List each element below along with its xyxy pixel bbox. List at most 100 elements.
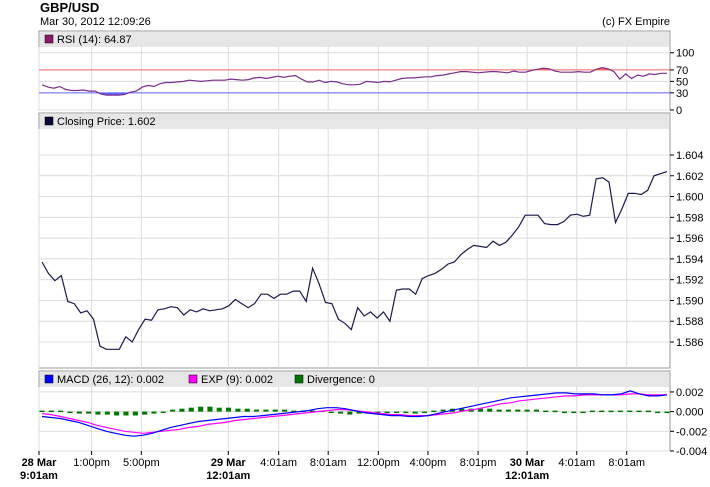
divergence-bar-11 (142, 411, 148, 415)
y-tick-label-p0-1: 70 (676, 65, 688, 77)
price-legend-text: Closing Price: 1.602 (57, 116, 155, 128)
divergence-bar-66 (655, 411, 661, 414)
y-tick-label-p1-0: 1.586 (676, 337, 704, 349)
x-tick-label-11-0: 8:01am (608, 457, 645, 469)
rsi-legend-swatch (44, 34, 54, 44)
macd-legend-1-text: EXP (9): 0.002 (201, 374, 273, 386)
divergence-bar-57 (571, 411, 577, 414)
divergence-bar-17 (198, 406, 204, 412)
divergence-bar-54 (543, 410, 549, 413)
divergence-bar-41 (421, 411, 427, 414)
divergence-bar-25 (272, 409, 278, 412)
divergence-bar-3 (67, 411, 73, 414)
x-tick-label-7-0: 4:00pm (410, 457, 447, 469)
y-tick-label-p1-6: 1.598 (676, 212, 704, 224)
price-legend-swatch (44, 116, 54, 126)
divergence-bar-29 (310, 410, 316, 413)
macd-legend-2-text: Divergence: 0 (307, 374, 375, 386)
y-tick-label-p2-2: -0.002 (676, 426, 707, 438)
y-tick-label-p1-8: 1.602 (676, 171, 704, 183)
divergence-bar-45 (459, 408, 465, 412)
divergence-bar-7 (104, 411, 110, 415)
x-tick-label-6-0: 12:00pm (357, 457, 400, 469)
chart-datetime: Mar 30, 2012 12:09:26 (40, 16, 151, 28)
divergence-bar-55 (552, 410, 558, 413)
panel-frame-1 (38, 112, 671, 369)
copyright-notice: (c) FX Empire (602, 16, 670, 28)
y-tick-label-p2-1: 0.000 (676, 407, 704, 419)
macd-legend-2-swatch (294, 374, 304, 384)
y-tick-label-p1-7: 1.600 (676, 192, 704, 204)
panel-header-0 (40, 32, 669, 47)
divergence-bar-43 (440, 409, 446, 412)
divergence-bar-38 (394, 411, 400, 414)
x-tick-label-9-1: 12:01am (505, 470, 549, 482)
macd-line (41, 390, 668, 437)
y-tick-label-p0-4: 0 (676, 105, 682, 117)
y-tick-label-p1-5: 1.596 (676, 233, 704, 245)
divergence-bar-52 (524, 409, 530, 412)
divergence-bar-58 (580, 411, 586, 414)
x-tick-label-1-0: 1:00pm (73, 457, 110, 469)
y-tick-label-p2-0: 0.002 (676, 387, 704, 399)
divergence-bar-24 (263, 409, 269, 412)
divergence-bar-9 (123, 411, 129, 416)
y-tick-label-p0-2: 50 (676, 76, 688, 88)
divergence-bar-61 (608, 410, 614, 413)
divergence-bar-67 (664, 411, 670, 414)
x-tick-label-0-1: 9:01am (20, 470, 58, 482)
divergence-bar-18 (207, 406, 213, 412)
x-tick-label-2-0: 5:00pm (123, 457, 160, 469)
divergence-bar-39 (403, 411, 409, 414)
y-tick-label-p1-3: 1.592 (676, 275, 704, 287)
divergence-bar-0 (39, 410, 45, 413)
divergence-bar-47 (477, 408, 483, 412)
divergence-bar-40 (412, 411, 418, 414)
divergence-bar-15 (179, 408, 185, 412)
divergence-bar-5 (86, 411, 92, 414)
divergence-bar-64 (636, 410, 642, 413)
x-tick-label-0-0: 28 Mar (22, 457, 58, 469)
divergence-bar-22 (244, 408, 250, 412)
x-tick-label-10-0: 4:01am (558, 457, 595, 469)
macd-legend-0-text: MACD (26, 12): 0.002 (57, 374, 164, 386)
divergence-bar-50 (505, 409, 511, 412)
divergence-bar-33 (347, 411, 353, 415)
divergence-bar-21 (235, 408, 241, 412)
rsi-legend-text: RSI (14): 64.87 (57, 34, 132, 46)
macd-legend-0-swatch (44, 374, 54, 384)
closing-price-line (41, 171, 668, 350)
chart-symbol-title: GBP/USD (40, 0, 100, 15)
divergence-bar-14 (170, 409, 176, 412)
divergence-bar-6 (95, 411, 101, 415)
y-tick-label-p1-2: 1.590 (676, 295, 704, 307)
divergence-bar-37 (384, 411, 390, 414)
y-tick-label-p0-3: 30 (676, 88, 688, 100)
x-tick-label-3-0: 29 Mar (211, 457, 247, 469)
divergence-bar-16 (188, 407, 194, 412)
divergence-bar-4 (76, 411, 82, 414)
y-tick-label-p2-3: -0.004 (676, 446, 707, 458)
divergence-bar-10 (132, 411, 138, 416)
divergence-bar-51 (515, 409, 521, 412)
divergence-bar-62 (617, 410, 623, 413)
panel-header-1 (40, 114, 669, 129)
divergence-bar-13 (160, 411, 166, 414)
divergence-bar-42 (431, 410, 437, 413)
macd-legend-1-swatch (188, 374, 198, 384)
divergence-bar-49 (496, 409, 502, 412)
x-tick-label-4-0: 4:01am (260, 457, 297, 469)
divergence-bar-48 (487, 408, 493, 412)
y-tick-label-p1-4: 1.594 (676, 254, 704, 266)
divergence-bar-27 (291, 410, 297, 413)
divergence-bar-59 (589, 410, 595, 413)
divergence-bar-63 (627, 410, 633, 413)
y-tick-label-p0-0: 100 (676, 48, 694, 60)
y-tick-label-p1-9: 1.604 (676, 150, 704, 162)
divergence-bar-19 (216, 407, 222, 412)
divergence-bar-53 (533, 409, 539, 412)
divergence-bar-8 (114, 411, 120, 416)
divergence-bar-12 (151, 411, 157, 414)
divergence-bar-60 (599, 410, 605, 413)
